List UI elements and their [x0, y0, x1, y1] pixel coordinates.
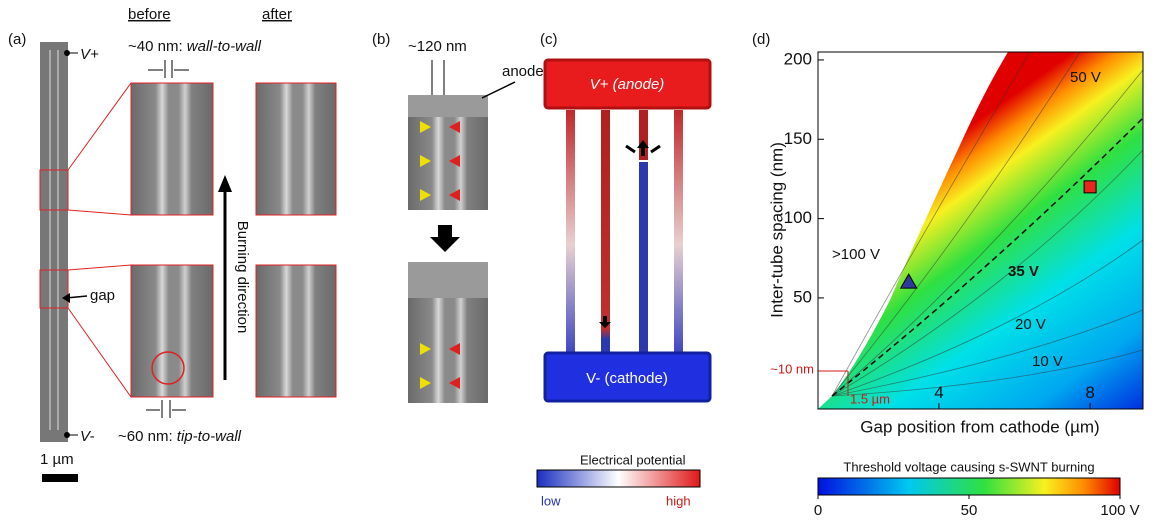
panel-label: (a): [8, 31, 26, 48]
y-tick-label: 200: [784, 49, 812, 68]
colorbar-tick-label: 100 V: [1100, 502, 1139, 519]
scale-label: 1 µm: [40, 451, 74, 468]
burn-arrow-head: [218, 175, 232, 192]
x-tick-label: 4: [934, 383, 943, 402]
down-arrow: [430, 225, 460, 252]
gap-label: gap: [90, 287, 115, 304]
note: ~60 nm:: [118, 428, 177, 445]
arrow: [651, 146, 660, 152]
tube: [601, 110, 610, 340]
tube: [639, 162, 648, 355]
tip-note: ~60 nm: tip-to-wall: [118, 428, 242, 445]
burning-direction: Burning direction: [234, 221, 251, 334]
colorbar-tick-label: 0: [814, 502, 822, 519]
x-tick-label: 8: [1085, 383, 1094, 402]
sem-image: [131, 265, 213, 397]
wall-note: ~40 nm: wall-to-wall: [128, 38, 262, 55]
annotation: 1.5 µm: [850, 391, 890, 406]
plot: [818, 52, 1143, 409]
tube: [566, 110, 575, 355]
after-heading: after: [262, 6, 292, 23]
high-label: high: [666, 493, 691, 508]
zoom-line: [68, 83, 131, 170]
tube: [674, 110, 683, 355]
scale-bar: [42, 474, 78, 482]
anode-label: V+ (anode): [590, 76, 665, 93]
before-heading: before: [128, 6, 171, 23]
point-shape: [1084, 181, 1096, 193]
sem-strip: [40, 42, 68, 442]
zoom-line: [68, 265, 131, 270]
panel-label: (c): [540, 31, 558, 48]
anode-label: anode: [502, 63, 544, 80]
anode-text: V+ (anode): [590, 76, 665, 93]
v-plus: V+: [80, 46, 99, 63]
contour-label: 50 V: [1070, 69, 1101, 86]
sem-image: [256, 83, 336, 215]
note-em: tip-to-wall: [177, 428, 242, 445]
sem-image: [256, 265, 336, 397]
potential-colorbar: [537, 470, 700, 487]
zoom-line: [68, 210, 131, 215]
sem-image: [131, 83, 213, 215]
anode-region: [408, 262, 488, 298]
note: ~40 nm:: [128, 38, 187, 55]
y-axis-label: Inter-tube spacing (nm): [767, 142, 786, 318]
colorbar-title: Electrical potential: [580, 452, 686, 467]
contour-label: 10 V: [1032, 353, 1063, 370]
anode-region: [408, 95, 488, 117]
data-point: [1084, 181, 1096, 193]
colorbar-title: Threshold voltage causing s-SWNT burning: [843, 459, 1094, 474]
arrow: [626, 146, 635, 152]
zoom-line: [68, 308, 131, 397]
low-label: low: [541, 493, 561, 508]
panel-label: (d): [752, 31, 770, 48]
y-tick-label: 100: [784, 208, 812, 227]
panel-label: (b): [372, 31, 390, 48]
field: [818, 52, 1143, 409]
cathode-label: V- (cathode): [586, 370, 668, 387]
y-tick-label: 50: [793, 287, 812, 306]
v-minus: V-: [80, 428, 94, 445]
y-tick-label: 150: [784, 129, 812, 148]
colorbar-tick-label: 50: [961, 502, 978, 519]
x-axis-label: Gap position from cathode (µm): [860, 417, 1099, 436]
contour-label: 20 V: [1015, 316, 1046, 333]
note-em: wall-to-wall: [187, 38, 262, 55]
annotation: ~10 nm: [770, 361, 814, 376]
spacing-note: ~120 nm: [408, 38, 467, 55]
voltage-colorbar: [818, 478, 1120, 495]
contour-label: >100 V: [832, 246, 880, 263]
pointer: [482, 82, 515, 98]
contour-label: 35 V: [1008, 263, 1039, 280]
figure: (a) V+ V- before after ~40 nm: wall-to-w…: [0, 0, 1156, 523]
